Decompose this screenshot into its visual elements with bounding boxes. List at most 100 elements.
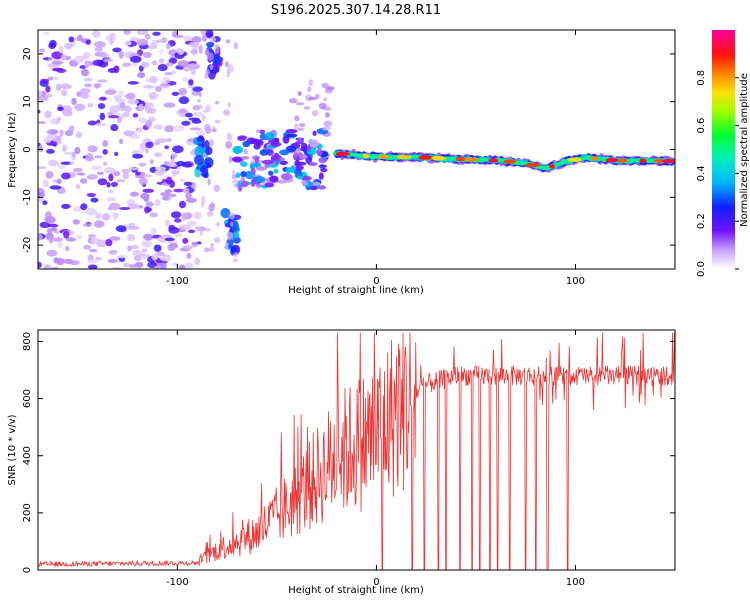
noise-blob: [191, 36, 202, 44]
noise-blob: [149, 212, 159, 218]
noise-blob: [176, 166, 181, 171]
noise-blob: [133, 255, 142, 261]
signal-blob-part: [194, 154, 205, 166]
noise-blob: [51, 227, 58, 232]
noise-blob: [175, 34, 184, 39]
noise-blob: [137, 72, 146, 79]
scatter-blob: [323, 97, 328, 102]
scatter-blob: [306, 146, 311, 152]
faint-streak: [210, 242, 214, 248]
noise-blob: [127, 81, 139, 85]
noise-blob: [171, 91, 180, 96]
noise-blob: [112, 212, 119, 219]
faint-streak: [203, 152, 207, 158]
signal-blob-part: [205, 30, 214, 39]
noise-blob: [87, 264, 98, 269]
noise-blob: [127, 245, 132, 252]
noise-blob: [93, 220, 105, 228]
noise-blob: [166, 137, 172, 143]
noise-blob: [122, 62, 131, 68]
noise-blob: [42, 31, 50, 35]
scatter-blob: [307, 162, 318, 166]
noise-blob: [95, 212, 101, 219]
faint-streak: [198, 171, 202, 175]
snr-y-tick-label: 400: [22, 446, 33, 465]
noise-blob: [84, 60, 90, 69]
noise-blob: [191, 119, 202, 124]
snr-x-tick-label: 0: [373, 577, 379, 588]
noise-blob: [153, 152, 162, 157]
noise-blob: [118, 90, 124, 98]
noise-blob: [178, 96, 190, 105]
noise-blob: [129, 244, 139, 250]
noise-blob: [165, 42, 171, 50]
carrier-line: [332, 148, 675, 173]
noise-blob: [145, 119, 153, 128]
noise-blob: [154, 265, 162, 269]
noise-blob: [124, 94, 134, 98]
noise-blob: [182, 237, 189, 244]
noise-blob: [116, 179, 126, 183]
noise-blob: [139, 162, 147, 167]
noise-blob: [183, 181, 193, 186]
scatter-blob: [237, 135, 248, 140]
noise-blob: [84, 83, 93, 88]
noise-blob: [65, 237, 77, 242]
noise-blob: [122, 262, 131, 267]
noise-blob: [162, 195, 169, 201]
noise-blob: [95, 122, 107, 127]
noise-blob: [154, 199, 161, 207]
faint-streak: [199, 227, 204, 236]
noise-blob: [152, 31, 161, 36]
scatter-blob: [320, 168, 328, 173]
noise-blob: [174, 218, 182, 223]
noise-blob: [106, 182, 111, 188]
scatter-blob: [308, 79, 314, 87]
noise-blob: [61, 203, 71, 209]
scatter-blob: [294, 159, 301, 168]
scatter-blob: [285, 145, 297, 153]
scatter-blob: [318, 172, 324, 180]
carrier-peak: [567, 157, 582, 162]
noise-blob: [83, 77, 93, 82]
noise-blob: [188, 41, 200, 48]
carrier-peak: [639, 158, 647, 163]
noise-blob: [171, 173, 177, 177]
noise-blob: [122, 111, 130, 118]
noise-blob: [155, 251, 165, 257]
noise-blob: [161, 37, 168, 44]
noise-blob: [119, 138, 124, 145]
noise-blob: [90, 197, 99, 203]
faint-streak: [225, 39, 231, 44]
noise-blob: [156, 39, 163, 43]
noise-blob: [63, 230, 70, 239]
noise-blob: [117, 255, 128, 259]
faint-streak: [227, 64, 234, 73]
scatter-blob: [318, 164, 328, 168]
noise-blob: [193, 111, 204, 117]
carrier-peak: [418, 155, 433, 160]
noise-blob: [127, 167, 140, 171]
noise-blob: [49, 129, 59, 135]
noise-blob: [172, 145, 184, 154]
scatter-blob: [300, 175, 312, 182]
faint-streak: [209, 36, 217, 43]
noise-blob: [177, 60, 190, 68]
scatter-blob: [318, 157, 328, 164]
noise-blob: [171, 153, 178, 159]
noise-blob: [114, 151, 119, 157]
colorbar-gradient: [712, 30, 735, 269]
noise-blob: [83, 244, 92, 250]
carrier-peak: [378, 154, 389, 159]
noise-blob: [91, 30, 101, 38]
faint-streak: [213, 237, 221, 244]
faint-streak: [208, 139, 215, 147]
noise-blob: [102, 149, 108, 155]
scatter-blob: [279, 160, 288, 166]
noise-blob: [38, 109, 41, 114]
scatter-blob: [254, 176, 266, 184]
noise-blob: [94, 47, 103, 52]
noise-blob: [168, 226, 180, 234]
scatter-blob: [325, 112, 330, 118]
faint-streak: [204, 49, 210, 57]
